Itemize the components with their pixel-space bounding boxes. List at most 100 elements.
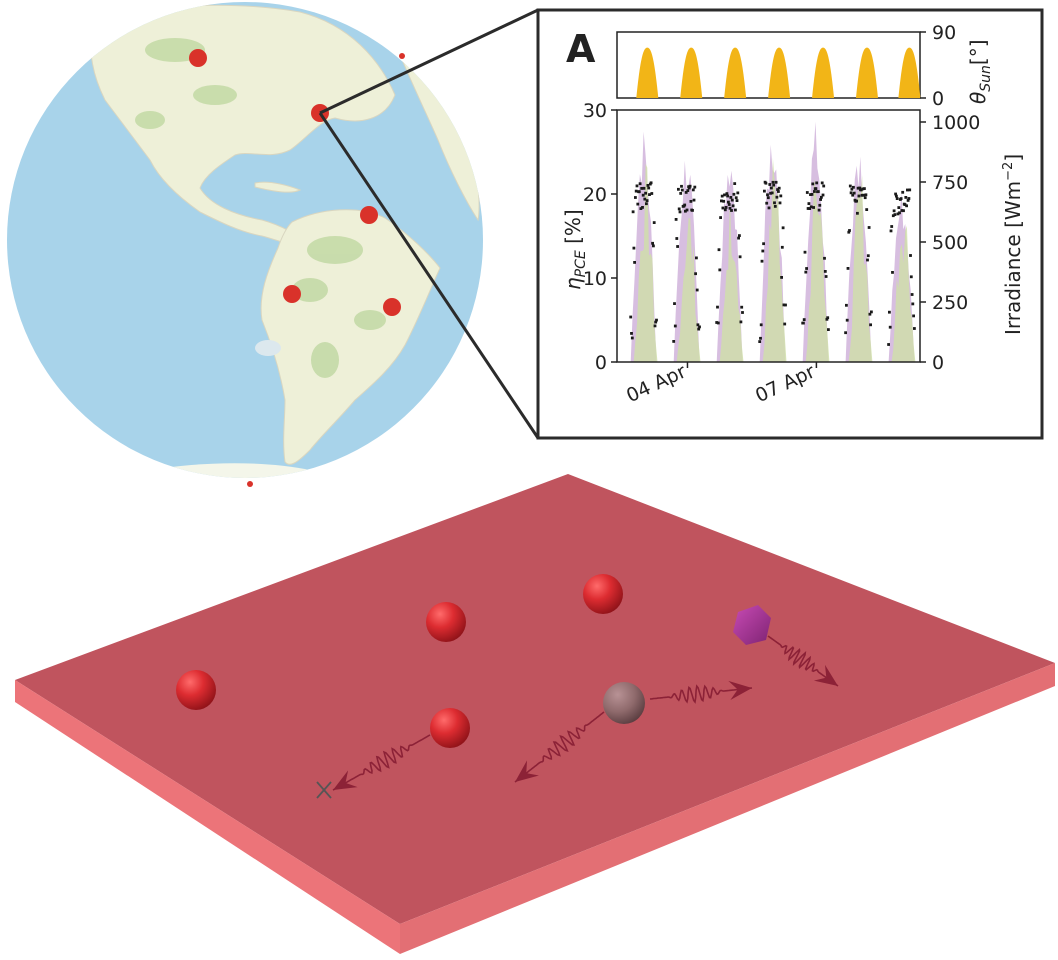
efficiency-point	[862, 193, 865, 197]
efficiency-point	[652, 244, 655, 248]
efficiency-point	[679, 192, 683, 195]
irradiance-green-area	[719, 195, 744, 362]
irradiance-tick-label: 0	[932, 352, 944, 374]
panel-label: A	[566, 27, 596, 71]
sun-angle-peak	[855, 47, 878, 98]
efficiency-point	[677, 207, 681, 211]
efficiency-point	[629, 315, 633, 319]
sun-axis-ticks: 0 90	[920, 22, 956, 110]
efficiency-point	[826, 316, 830, 320]
efficiency-point	[766, 196, 770, 200]
vegetation	[135, 38, 386, 378]
efficiency-point	[633, 261, 636, 264]
efficiency-point	[655, 318, 658, 322]
efficiency-point	[913, 327, 916, 330]
efficiency-point	[684, 191, 688, 194]
irradiance-tick-label: 750	[932, 172, 968, 194]
location-marker	[383, 298, 401, 316]
efficiency-point	[778, 201, 782, 205]
sun-angle-peak	[724, 47, 747, 98]
efficiency-point	[723, 208, 727, 212]
irradiance-tick-label: 1000	[932, 112, 980, 134]
efficiency-point	[890, 225, 894, 228]
efficiency-point	[771, 180, 775, 184]
efficiency-point	[906, 188, 909, 192]
efficiency-point	[810, 193, 814, 196]
efficiency-point	[683, 203, 687, 207]
efficiency-point	[891, 271, 894, 274]
efficiency-point	[897, 206, 901, 209]
efficiency-point	[673, 324, 677, 328]
sun-axis-label-main: θ	[966, 92, 990, 104]
efficiency-point	[680, 188, 684, 192]
location-marker	[283, 285, 301, 303]
efficiency-point	[895, 197, 899, 200]
efficiency-point	[870, 310, 873, 314]
efficiency-point	[902, 209, 905, 213]
efficiency-point	[645, 199, 649, 202]
efficiency-point	[859, 188, 863, 192]
efficiency-point	[863, 187, 866, 190]
efficiency-point	[769, 191, 772, 195]
efficiency-point	[783, 322, 787, 326]
efficiency-point	[694, 272, 697, 276]
wavy-arrow-head	[813, 664, 838, 686]
efficiency-point	[684, 209, 687, 213]
efficiency-point	[866, 258, 869, 262]
efficiency-point	[738, 255, 742, 259]
efficiency-point	[764, 181, 768, 185]
efficiency-point	[763, 189, 766, 193]
efficiency-point	[730, 209, 733, 212]
efficiency-point	[856, 211, 859, 215]
energy-transfer-arrows	[332, 635, 839, 791]
efficiency-point	[893, 213, 897, 216]
efficiency-point	[716, 305, 719, 309]
efficiency-point	[734, 196, 738, 200]
irradiance-green-area	[633, 163, 658, 362]
efficiency-point	[908, 188, 912, 192]
wavy-arrow-head	[728, 680, 752, 700]
efficiency-point	[852, 185, 855, 189]
efficiency-point	[636, 202, 640, 206]
efficiency-point	[888, 325, 892, 329]
efficiency-tick-label: 30	[583, 100, 607, 122]
efficiency-point	[730, 198, 734, 202]
efficiency-point	[630, 336, 634, 340]
efficiency-point	[719, 216, 722, 219]
efficiency-point	[891, 214, 895, 218]
efficiency-point	[741, 311, 744, 314]
efficiency-point	[739, 320, 743, 324]
sun-angle-series	[636, 47, 921, 98]
efficiency-point	[688, 184, 692, 188]
efficiency-point	[772, 183, 776, 187]
irradiance-tick-label: 250	[932, 292, 968, 314]
efficiency-tick-label: 0	[595, 352, 607, 374]
efficiency-point	[698, 325, 701, 329]
efficiency-point	[672, 340, 676, 343]
efficiency-point	[724, 206, 728, 209]
efficiency-point	[848, 184, 852, 188]
efficiency-point	[720, 199, 723, 203]
particles	[176, 574, 771, 748]
island	[255, 340, 281, 356]
efficiency-point	[770, 186, 773, 190]
efficiency-point	[906, 199, 910, 202]
efficiency-point	[732, 192, 736, 196]
efficiency-point	[695, 256, 698, 260]
efficiency-point	[640, 187, 644, 190]
efficiency-point	[784, 303, 787, 307]
red-particle	[176, 670, 216, 710]
efficiency-point	[845, 303, 848, 307]
efficiency-point	[899, 197, 903, 200]
location-marker	[399, 53, 405, 59]
sun-angle-peak	[898, 47, 921, 98]
efficiency-point	[760, 259, 764, 263]
efficiency-point	[770, 191, 774, 195]
efficiency-point	[691, 188, 695, 192]
efficiency-point	[818, 203, 822, 207]
efficiency-point	[773, 201, 776, 205]
irradiance-axis-label-text: Irradiance [Wm	[1001, 181, 1025, 335]
efficiency-point	[811, 182, 815, 186]
